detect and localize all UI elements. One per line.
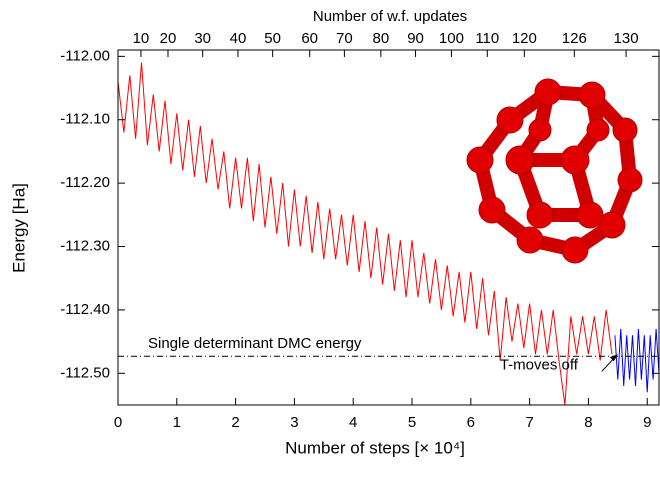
data-line xyxy=(614,328,660,393)
y-tick-label: -112.40 xyxy=(60,301,110,318)
x2-tick-label: 126 xyxy=(562,30,587,47)
y-axis-label: Energy [Ha] xyxy=(9,183,28,273)
x-tick-label: 7 xyxy=(525,414,533,431)
annotation-label: T-moves off xyxy=(500,356,579,373)
x-tick-label: 8 xyxy=(584,414,592,431)
y-tick-label: -112.10 xyxy=(60,111,110,128)
x-tick-label: 0 xyxy=(114,414,122,431)
x-axis-label: Number of steps [× 10⁴] xyxy=(285,438,465,457)
x-tick-label: 6 xyxy=(467,414,475,431)
x-tick-label: 3 xyxy=(290,414,298,431)
y-tick-label: -112.30 xyxy=(60,237,110,254)
y-tick-label: -112.50 xyxy=(60,364,110,381)
x2-tick-label: 120 xyxy=(512,30,537,47)
x2-tick-label: 20 xyxy=(160,30,177,47)
x-tick-label: 4 xyxy=(349,414,357,431)
y-tick-label: -112.20 xyxy=(60,174,110,191)
x2-tick-label: 10 xyxy=(133,30,150,47)
plot-frame xyxy=(117,49,660,406)
data-line xyxy=(117,62,613,406)
x2-tick-label: 30 xyxy=(194,30,211,47)
x2-tick-label: 40 xyxy=(230,30,247,47)
reference-label: Single determinant DMC energy xyxy=(148,335,362,352)
x2-tick-label: 70 xyxy=(336,30,353,47)
annotation-arrowhead xyxy=(609,354,618,362)
x2-tick-label: 60 xyxy=(301,30,318,47)
x-tick-label: 5 xyxy=(408,414,416,431)
x2-tick-label: 90 xyxy=(407,30,424,47)
x2-axis-label: Number of w.f. updates xyxy=(313,8,467,25)
x2-tick-label: 80 xyxy=(373,30,390,47)
x2-tick-label: 130 xyxy=(614,30,639,47)
x-tick-label: 1 xyxy=(173,414,181,431)
y-tick-label: -112.00 xyxy=(60,47,110,64)
x2-tick-label: 110 xyxy=(475,30,499,47)
x2-tick-label: 50 xyxy=(264,30,281,47)
x2-tick-label: 100 xyxy=(439,30,464,47)
x-tick-label: 9 xyxy=(643,414,651,431)
molecule-illustration xyxy=(466,78,643,264)
x-tick-label: 2 xyxy=(231,414,239,431)
